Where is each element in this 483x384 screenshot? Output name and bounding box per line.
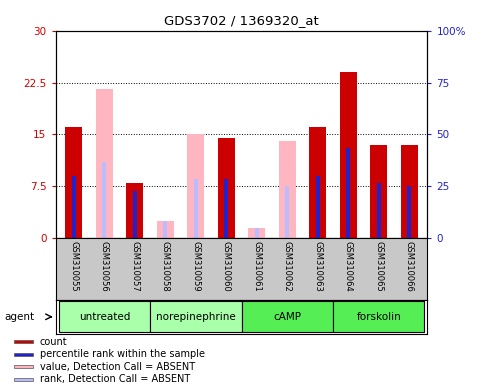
Text: untreated: untreated <box>79 312 130 322</box>
Bar <box>285 186 289 238</box>
Bar <box>242 301 333 332</box>
Bar <box>187 134 204 238</box>
Bar <box>340 72 356 238</box>
Bar <box>127 183 143 238</box>
Bar <box>133 191 137 238</box>
Text: norepinephrine: norepinephrine <box>156 312 236 322</box>
Bar <box>377 183 381 238</box>
Bar <box>279 141 296 238</box>
Text: GSM310066: GSM310066 <box>405 241 413 292</box>
Text: GSM310061: GSM310061 <box>252 241 261 292</box>
Bar <box>14 341 33 343</box>
Bar <box>225 179 228 238</box>
Text: GSM310063: GSM310063 <box>313 241 322 292</box>
Bar <box>72 176 76 238</box>
Bar <box>96 89 113 238</box>
Text: GSM310056: GSM310056 <box>100 241 109 292</box>
Text: GSM310062: GSM310062 <box>283 241 292 292</box>
Text: GSM310064: GSM310064 <box>344 241 353 292</box>
Text: value, Detection Call = ABSENT: value, Detection Call = ABSENT <box>40 362 195 372</box>
Bar <box>309 127 326 238</box>
Bar <box>401 145 417 238</box>
Bar <box>66 127 82 238</box>
Bar <box>14 353 33 356</box>
Bar <box>370 145 387 238</box>
Text: count: count <box>40 337 68 347</box>
Text: GSM310058: GSM310058 <box>161 241 170 292</box>
Text: GSM310057: GSM310057 <box>130 241 139 292</box>
Bar <box>316 176 320 238</box>
Text: cAMP: cAMP <box>273 312 301 322</box>
Bar <box>58 301 150 332</box>
Text: percentile rank within the sample: percentile rank within the sample <box>40 349 205 359</box>
Text: agent: agent <box>5 312 35 322</box>
Bar <box>102 162 106 238</box>
Text: GSM310059: GSM310059 <box>191 241 200 292</box>
Bar <box>218 138 235 238</box>
Text: GSM310060: GSM310060 <box>222 241 231 292</box>
Text: rank, Detection Call = ABSENT: rank, Detection Call = ABSENT <box>40 374 190 384</box>
Bar <box>14 366 33 368</box>
Bar <box>14 378 33 381</box>
Bar <box>150 301 242 332</box>
Text: GSM310065: GSM310065 <box>374 241 383 292</box>
Bar <box>255 228 258 238</box>
Text: forskolin: forskolin <box>356 312 401 322</box>
Bar <box>407 186 411 238</box>
Text: GSM310055: GSM310055 <box>70 241 78 292</box>
Bar <box>157 221 174 238</box>
Bar <box>346 148 350 238</box>
Bar <box>194 179 198 238</box>
Bar <box>333 301 425 332</box>
Title: GDS3702 / 1369320_at: GDS3702 / 1369320_at <box>164 14 319 27</box>
Bar <box>248 228 265 238</box>
Bar <box>163 221 167 238</box>
